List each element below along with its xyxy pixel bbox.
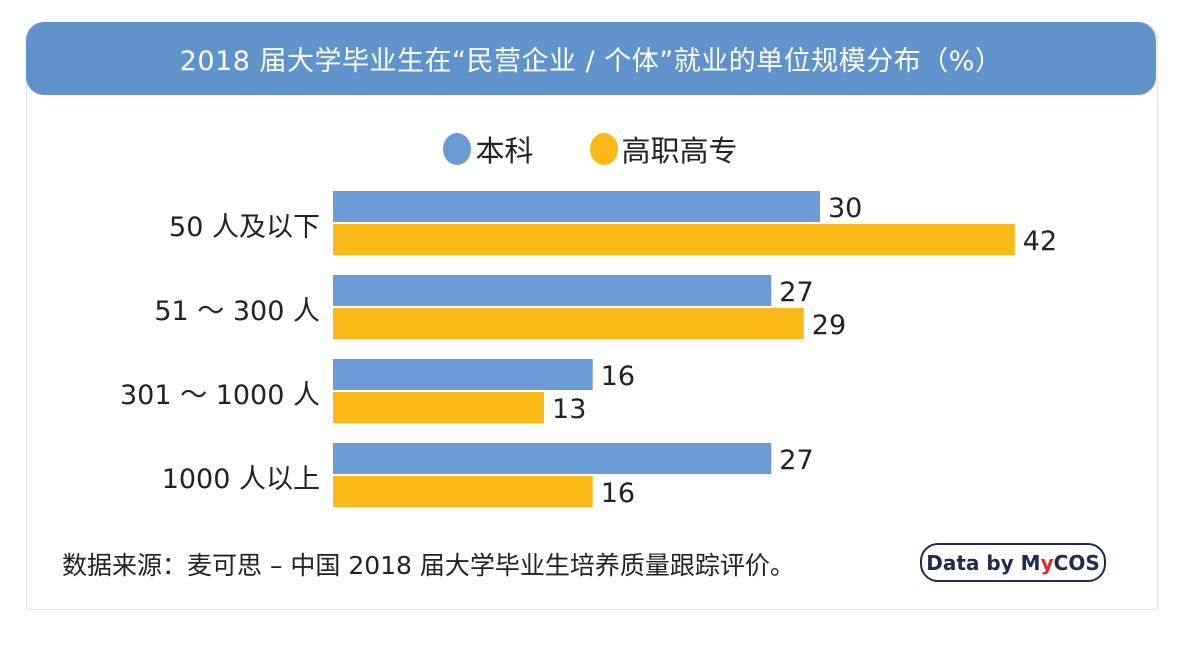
bar	[333, 392, 545, 423]
data-label: 16	[601, 361, 635, 392]
source-note: 数据来源：麦可思 – 中国 2018 届大学毕业生培养质量跟踪评价。	[62, 551, 795, 580]
bar	[333, 275, 772, 306]
legend-swatch	[589, 133, 618, 165]
data-label: 27	[779, 277, 813, 308]
bar	[333, 476, 593, 507]
data-label: 27	[779, 445, 813, 476]
data-label: 29	[812, 310, 846, 341]
bar	[333, 443, 772, 474]
bar	[333, 359, 593, 390]
category-label: 50 人及以下	[169, 212, 320, 243]
badge-text: Data by M	[926, 550, 1041, 575]
legend-item-gaozhi: 高职高专	[589, 128, 738, 170]
badge-suffix: COS	[1053, 550, 1100, 575]
legend: 本科 高职高专	[0, 128, 1181, 170]
chart-title: 2018 届大学毕业生在“民营企业 / 个体”就业的单位规模分布（%）	[26, 22, 1156, 95]
bar	[333, 308, 804, 339]
data-label: 16	[601, 478, 635, 509]
data-label: 13	[552, 394, 586, 425]
data-label: 30	[828, 193, 862, 224]
bar	[333, 224, 1015, 255]
bar	[333, 191, 820, 222]
legend-label: 本科	[475, 134, 534, 168]
badge-y: y	[1040, 550, 1054, 575]
category-label: 51 ～ 300 人	[154, 296, 320, 327]
category-label: 301 ～ 1000 人	[120, 380, 320, 411]
legend-swatch	[443, 133, 472, 165]
legend-label: 高职高专	[621, 134, 738, 168]
data-label: 42	[1023, 226, 1057, 257]
legend-item-benke: 本科	[443, 128, 534, 170]
category-label: 1000 人以上	[162, 464, 320, 495]
